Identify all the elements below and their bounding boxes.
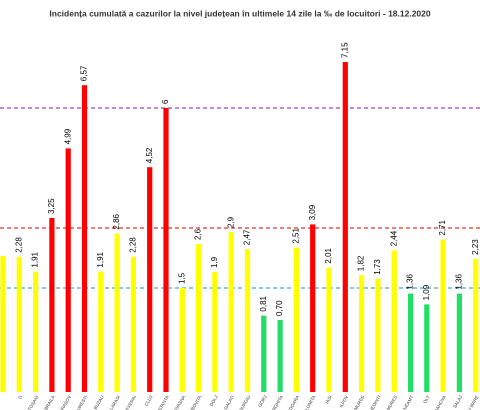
- x-tick-label: MARAMURES: [347, 395, 366, 410]
- value-label: 2,86: [112, 213, 121, 229]
- bar: [163, 108, 169, 392]
- bar: [375, 278, 381, 392]
- value-label: 1,91: [31, 251, 40, 267]
- bar: [342, 62, 348, 392]
- bar: [456, 293, 462, 392]
- x-tick-label: GALATI: [223, 395, 235, 410]
- bar: [473, 258, 479, 392]
- bar: [130, 256, 136, 392]
- bar: [293, 247, 299, 392]
- x-tick-label: DOLJ: [209, 395, 219, 407]
- x-tick-label: GIURGIU: [237, 395, 251, 410]
- x-tick-label: IASI: [324, 395, 333, 405]
- x-tick-label: SALAJ: [452, 395, 463, 409]
- value-label: 1,73: [373, 259, 382, 275]
- x-tick-label: D: [17, 394, 23, 400]
- x-tick-label: BUCURESTI: [71, 395, 88, 410]
- value-label: 2,28: [14, 237, 23, 253]
- value-label: 2,44: [389, 230, 398, 246]
- value-label: 1,36: [406, 273, 415, 289]
- x-tick-label: NEAMT: [402, 394, 414, 410]
- x-tick-label: PRAHOVA: [432, 395, 447, 410]
- value-label: 1,36: [455, 273, 464, 289]
- bar: [0, 256, 6, 392]
- value-label: 7,15: [340, 42, 349, 58]
- bar: [277, 320, 283, 392]
- bar: [326, 267, 332, 392]
- bar: [179, 288, 185, 392]
- bar: [33, 271, 39, 392]
- bar: [49, 218, 55, 392]
- bar: [16, 256, 22, 392]
- x-tick-label: CALARASI: [106, 395, 121, 410]
- bar: [310, 224, 316, 392]
- x-tick-label: DAMBOVITA: [185, 395, 202, 410]
- bar: [261, 315, 267, 392]
- x-tick-label: HUNEDOARA: [282, 395, 301, 410]
- x-tick-label: OLT: [422, 394, 431, 404]
- bar: [196, 244, 202, 392]
- value-label: 2,28: [129, 237, 138, 253]
- value-label: 0,81: [259, 295, 268, 311]
- x-tick-label: BOTOSANI: [24, 395, 40, 410]
- bar: [359, 275, 365, 392]
- value-label: 3,09: [308, 204, 317, 220]
- value-label: 0,70: [275, 300, 284, 316]
- value-label: 1,82: [357, 255, 366, 271]
- x-tick-label: HARGHITA: [268, 395, 284, 410]
- x-tick-label: ILFOV: [338, 395, 349, 409]
- bar: [424, 304, 430, 392]
- value-label: 1,91: [96, 251, 105, 267]
- bar: [407, 293, 414, 392]
- x-tick-label: BRASOV: [58, 395, 72, 410]
- value-label: 2,01: [324, 247, 333, 263]
- bar: [228, 232, 234, 392]
- bar: [65, 148, 71, 392]
- x-tick-label: IALOMITA: [302, 395, 317, 410]
- value-label: 2,71: [438, 219, 447, 235]
- x-tick-label: COVASNA: [171, 395, 186, 410]
- x-tick-label: CLUJ: [144, 395, 154, 407]
- x-tick-label: MEHEDINTI: [365, 395, 382, 410]
- value-label: 3,25: [47, 198, 56, 214]
- value-label: 1,9: [210, 256, 219, 268]
- value-label: 6,57: [80, 65, 89, 81]
- x-tick-label: BUZAU: [93, 395, 105, 410]
- x-tick-label: GORJ: [257, 395, 268, 408]
- value-label: 4,52: [145, 147, 154, 163]
- x-tick-label: MURES: [386, 395, 398, 410]
- value-label: 2,23: [471, 239, 480, 255]
- x-tick-label: BRAILA: [43, 395, 55, 410]
- x-tick-label: CONSTANTA: [152, 395, 170, 410]
- value-label: 2,51: [292, 227, 301, 243]
- value-label: 1,5: [177, 272, 186, 284]
- bar: [391, 250, 397, 392]
- bar: [98, 271, 104, 392]
- chart-title: Incidența cumulată a cazurilor la nivel …: [49, 8, 430, 18]
- value-label: 2,9: [226, 216, 235, 228]
- bar: [81, 85, 88, 392]
- value-label: 2,47: [243, 229, 252, 245]
- bar: [244, 249, 251, 392]
- value-label: 2,6: [194, 228, 203, 240]
- value-label: 6: [161, 99, 170, 104]
- bar: [440, 239, 446, 392]
- value-label: 1,09: [422, 284, 431, 300]
- bar: [147, 167, 153, 392]
- bar: [212, 272, 218, 392]
- value-label: 4,99: [63, 128, 72, 144]
- bar: [114, 233, 120, 392]
- x-tick-label: SATU MARE: [462, 395, 479, 410]
